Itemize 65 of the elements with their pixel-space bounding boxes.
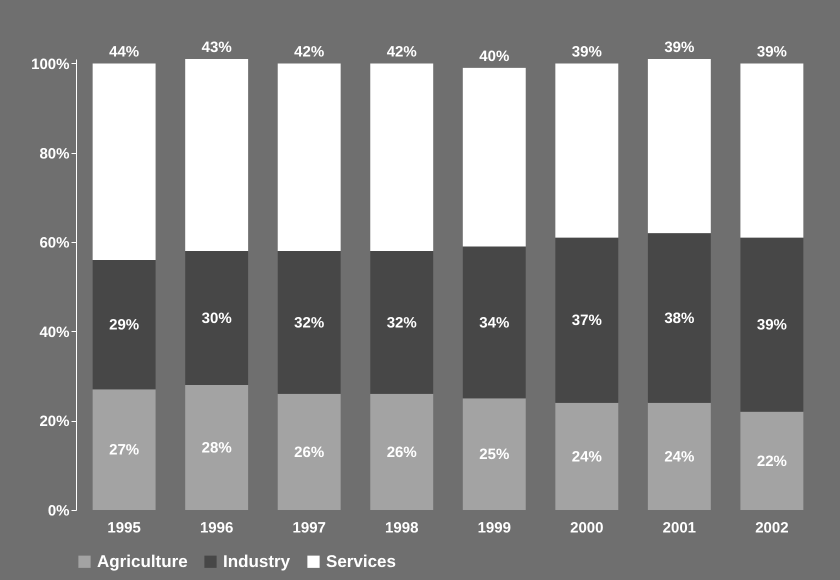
data-label: 39% [572, 43, 602, 60]
y-tick-label: 100% [31, 56, 70, 73]
data-label: 39% [756, 43, 787, 60]
bar [740, 63, 804, 238]
x-tick-label: 2001 [662, 520, 696, 536]
x-tick-label: 1997 [292, 520, 326, 536]
data-label: 22% [756, 452, 787, 470]
data-label: 24% [664, 448, 694, 466]
data-label: 25% [479, 446, 510, 464]
x-tick-label: 1999 [478, 520, 511, 536]
data-label: 28% [202, 439, 232, 456]
bar [185, 59, 248, 252]
bar [462, 246, 526, 398]
bar [740, 412, 804, 510]
x-tick-label: 1996 [200, 520, 234, 536]
x-tick-label: 1995 [107, 520, 141, 536]
data-label: 27% [109, 442, 140, 459]
y-tick-label: 80% [39, 145, 70, 162]
bar [92, 63, 156, 260]
data-label: 42% [294, 43, 324, 60]
data-label: 30% [202, 310, 232, 327]
x-tick-label: 2000 [570, 520, 604, 536]
x-tick-label: 1998 [385, 520, 418, 536]
bar [278, 63, 341, 252]
data-label: 24% [572, 448, 602, 466]
bar [92, 260, 156, 390]
legend-label: Agriculture [97, 552, 188, 571]
data-label: 29% [109, 316, 140, 334]
data-label: 26% [386, 444, 417, 461]
data-label: 38% [664, 310, 694, 327]
data-label: 32% [294, 314, 324, 332]
bar [278, 251, 341, 394]
bar [555, 402, 618, 510]
bar [370, 394, 434, 510]
x-tick-label: 2002 [755, 520, 789, 536]
data-label: 32% [386, 314, 417, 332]
bar [278, 394, 341, 510]
bar [462, 398, 526, 510]
data-label: 39% [756, 316, 787, 334]
bar [92, 389, 156, 510]
bar [370, 63, 434, 252]
bar [370, 251, 434, 394]
bar [185, 384, 248, 510]
data-label: 26% [294, 444, 324, 461]
bar [648, 59, 711, 234]
data-label: 37% [572, 312, 602, 330]
bar [555, 238, 618, 403]
data-label: 44% [109, 43, 140, 60]
y-tick-label: 20% [39, 413, 70, 430]
y-tick-label: 0% [48, 502, 70, 520]
y-tick-label: 60% [39, 234, 70, 252]
data-label: 42% [386, 43, 417, 60]
bar [555, 63, 618, 238]
bar [648, 402, 711, 510]
data-label: 34% [479, 314, 510, 332]
y-tick-label: 40% [39, 324, 70, 341]
data-label: 43% [202, 39, 232, 56]
legend-label: Services [326, 552, 396, 571]
bar [740, 238, 804, 412]
bar [648, 233, 711, 403]
bar [185, 251, 248, 385]
data-label: 40% [479, 48, 510, 65]
bar [462, 68, 526, 247]
data-label: 39% [664, 39, 694, 56]
legend-label: Industry [223, 552, 291, 571]
